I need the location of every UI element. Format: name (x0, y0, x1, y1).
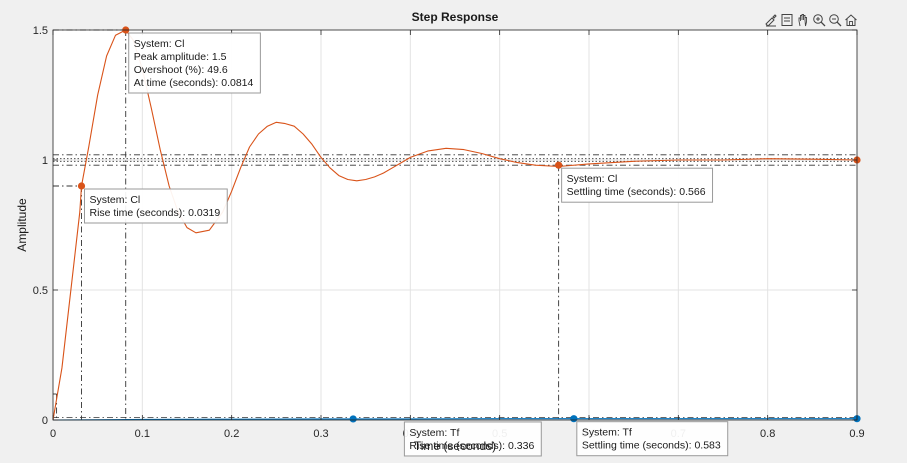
pan-icon[interactable] (795, 13, 810, 28)
data-marker[interactable] (77, 182, 86, 190)
zoom-out-icon[interactable] (827, 13, 842, 28)
axes-toolbar (763, 12, 858, 28)
y-tick-label: 1.5 (33, 25, 48, 37)
datatip-line: Overshoot (%): 49.6 (134, 64, 228, 76)
series-line-tf (52, 418, 857, 421)
plot-area (53, 30, 857, 420)
axes-box (52, 29, 858, 421)
datatip-line: System: Cl (89, 194, 140, 206)
datatip-box (403, 421, 542, 457)
datatip-box (83, 188, 228, 224)
x-tick-label: 0.9 (849, 428, 864, 440)
datatip-line: Rise time (seconds): 0.336 (409, 440, 534, 452)
datatip-icon[interactable] (779, 13, 794, 28)
chart-title: Step Response (412, 10, 499, 24)
datatip-line: Settling time (seconds): 0.583 (582, 440, 721, 452)
datatip-box (128, 32, 261, 94)
y-tick-label: 0.5 (33, 285, 48, 297)
y-tick-label: 1 (42, 155, 48, 167)
x-tick-label: 0.3 (313, 428, 328, 440)
datatip-line: Rise time (seconds): 0.0319 (89, 207, 220, 219)
x-tick-label: 0.1 (135, 428, 150, 440)
datatip-line: At time (seconds): 0.0814 (134, 77, 254, 89)
datatip-line: System: Cl (567, 173, 618, 185)
x-tick-label: 0.2 (224, 428, 239, 440)
x-tick-label: 0 (50, 428, 56, 440)
data-marker[interactable] (349, 415, 357, 423)
datatip-box (561, 167, 714, 203)
datatip-line: System: Tf (582, 427, 632, 439)
x-tick-label: 0.8 (760, 428, 775, 440)
data-marker[interactable] (555, 161, 563, 169)
home-icon[interactable] (843, 13, 858, 28)
datatip-line: System: Tf (409, 427, 459, 439)
datatip-line: System: Cl (134, 38, 185, 50)
datatip-box (576, 421, 729, 457)
brush-icon[interactable] (763, 13, 778, 28)
y-tick-label: 0 (42, 415, 48, 427)
data-marker[interactable] (570, 415, 578, 423)
datatip-line: Peak amplitude: 1.5 (134, 51, 227, 63)
datatip-line: Settling time (seconds): 0.566 (567, 186, 706, 198)
y-axis-label: Amplitude (15, 198, 29, 252)
zoom-in-icon[interactable] (811, 13, 826, 28)
x-axis-label: Time (seconds) (414, 439, 496, 453)
